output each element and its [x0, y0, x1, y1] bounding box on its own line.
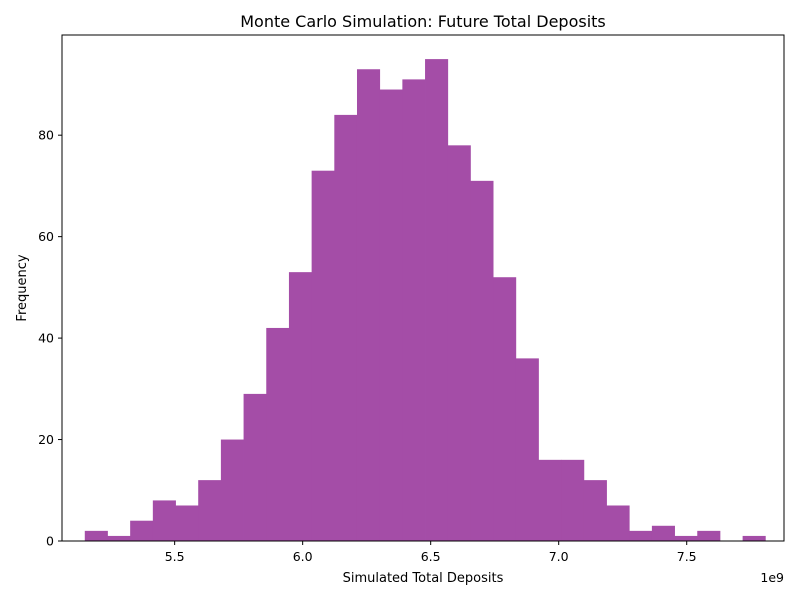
histogram-bar	[220, 439, 244, 541]
histogram-bar	[198, 480, 222, 541]
histogram-bar	[583, 480, 607, 541]
histogram-bar	[130, 520, 154, 541]
histogram-bar	[629, 530, 653, 541]
x-tick-label: 6.0	[293, 549, 313, 564]
histogram-bar	[334, 114, 358, 541]
histogram-bar	[538, 459, 562, 541]
histogram-bar	[175, 505, 199, 541]
y-tick-label: 20	[38, 432, 54, 447]
histogram-bar	[356, 69, 381, 541]
x-tick-label: 5.5	[165, 549, 185, 564]
histogram-bar	[742, 535, 766, 541]
x-axis-offset-label: 1e9	[760, 570, 784, 585]
y-tick-label: 60	[38, 229, 54, 244]
y-tick-label: 40	[38, 331, 54, 346]
histogram-bars	[84, 59, 766, 542]
histogram-bar	[152, 500, 176, 541]
histogram-bar	[606, 505, 630, 541]
y-axis-label: Frequency	[15, 254, 30, 321]
x-tick-label: 7.0	[549, 549, 569, 564]
histogram-bar	[651, 525, 675, 541]
histogram-bar	[470, 180, 494, 541]
histogram-bar	[425, 59, 449, 541]
histogram-bar	[379, 89, 403, 542]
x-tick-label: 7.5	[677, 549, 697, 564]
histogram-bar	[243, 393, 267, 541]
histogram-bar	[493, 277, 517, 541]
axes-frame	[61, 34, 785, 542]
histogram-bar	[674, 535, 698, 541]
histogram-bar	[107, 535, 131, 541]
histogram-bar	[561, 459, 585, 541]
histogram-bar	[402, 79, 426, 542]
histogram-bar	[697, 530, 721, 541]
y-tick-label: 0	[46, 534, 54, 549]
histogram-bar	[447, 145, 471, 542]
y-axis-ticks: 0 20 40 60 80	[38, 128, 62, 549]
histogram-bar	[84, 530, 108, 541]
histogram-bar	[266, 327, 290, 541]
x-tick-label: 6.5	[421, 549, 441, 564]
chart-title: Monte Carlo Simulation: Future Total Dep…	[240, 12, 606, 31]
x-axis-label: Simulated Total Deposits	[343, 571, 504, 586]
histogram-bar	[515, 358, 539, 541]
histogram-bar	[311, 170, 335, 542]
y-tick-label: 80	[38, 128, 54, 143]
histogram-bar	[288, 272, 313, 541]
x-axis-ticks: 5.5 6.0 6.5 7.0 7.5	[165, 541, 697, 564]
